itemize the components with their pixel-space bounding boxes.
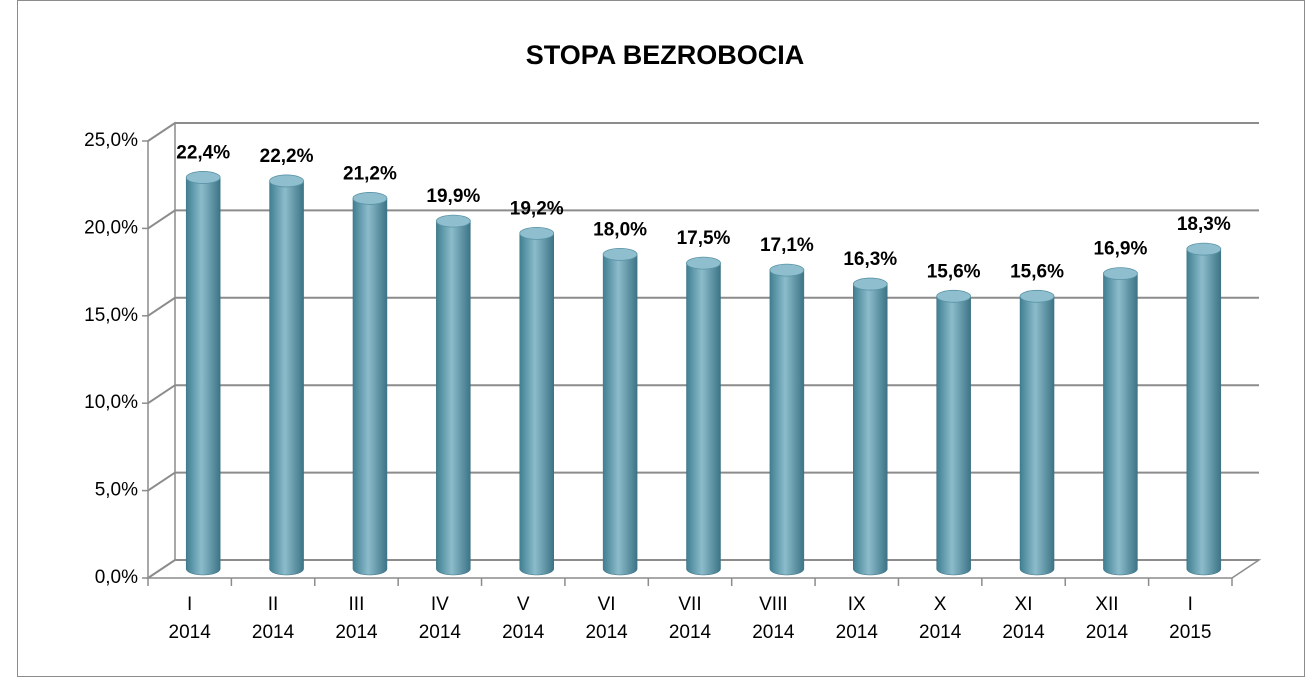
value-label: 18,0% [593, 219, 647, 240]
x-tick-label: II [268, 594, 279, 615]
bar [352, 198, 388, 576]
bar-top [852, 277, 888, 291]
bar [602, 254, 638, 576]
x-tick-label: VI [598, 594, 616, 615]
bar [686, 262, 721, 576]
x-tick-label: IX [848, 594, 866, 615]
x-tick-label: XII [1095, 594, 1118, 615]
bar-top [602, 247, 638, 261]
bar [1019, 296, 1055, 576]
bar-top [936, 289, 972, 303]
x-tick-label: 2014 [1002, 622, 1045, 643]
x-tick-label: IV [431, 594, 449, 615]
x-tick-label: 2014 [252, 622, 295, 643]
x-tick-label: 2014 [169, 622, 212, 643]
grid-line [147, 471, 1259, 492]
y-tick-label: 25,0% [84, 130, 138, 151]
bar [1103, 273, 1138, 576]
value-label: 22,2% [260, 146, 314, 167]
value-label: 16,9% [1093, 239, 1147, 260]
value-label: 21,2% [343, 163, 397, 184]
y-tick-label: 15,0% [84, 305, 138, 326]
y-tick-label: 10,0% [84, 392, 138, 413]
x-tick-label: 2014 [669, 622, 712, 643]
bar [936, 296, 971, 576]
x-tick-label: 2014 [752, 622, 795, 643]
bar [769, 269, 805, 576]
bar [269, 180, 304, 576]
value-label: 16,3% [843, 249, 897, 270]
bar [1186, 248, 1222, 576]
x-tick-label: VIII [759, 594, 788, 615]
value-label: 18,3% [1177, 214, 1231, 235]
x-tick-label: 2014 [502, 622, 545, 643]
y-tick-label: 0,0% [95, 567, 138, 588]
y-tick-label: 20,0% [84, 217, 138, 238]
grid-line [147, 209, 1259, 230]
grid-line [147, 296, 1259, 317]
value-label: 15,6% [927, 261, 981, 282]
value-label: 19,2% [510, 198, 564, 219]
bar-top [686, 256, 721, 270]
value-label: 17,5% [677, 228, 731, 249]
value-label: 15,6% [1010, 261, 1064, 282]
x-tick-label: V [517, 594, 530, 615]
bar-top [1103, 267, 1138, 280]
x-tick-label: I [1188, 594, 1193, 615]
bar [519, 233, 554, 576]
grid-line [147, 559, 1259, 579]
x-tick-label: I [187, 594, 192, 615]
bar-top [269, 174, 304, 188]
value-label: 19,9% [426, 186, 480, 207]
x-tick-label: 2014 [419, 622, 462, 643]
bar-top [352, 192, 388, 205]
x-tick-label: 2015 [1169, 622, 1211, 643]
bar-top [1186, 242, 1222, 256]
bar-top [519, 226, 555, 240]
bar-top [769, 263, 805, 277]
x-tick-label: X [934, 594, 947, 615]
chart-frame [17, 0, 1305, 677]
x-tick-label: 2014 [335, 622, 378, 643]
bar-top [185, 171, 221, 184]
value-label: 22,4% [176, 142, 230, 163]
bar [853, 283, 888, 576]
x-tick-label: 2014 [836, 622, 879, 643]
chart-title: STOPA BEZROBOCIA [526, 40, 805, 70]
grid-line [147, 384, 1259, 405]
value-label: 17,1% [760, 235, 814, 256]
bar [436, 220, 471, 576]
y-tick-label: 5,0% [95, 480, 138, 501]
x-tick-label: XI [1015, 594, 1033, 615]
x-tick-label: VII [678, 594, 701, 615]
x-tick-label: 2014 [1086, 622, 1129, 643]
x-tick-label: 2014 [585, 622, 628, 643]
bar-top [435, 214, 471, 228]
x-tick-label: III [349, 594, 365, 615]
bar-top [1019, 289, 1055, 303]
grid-line [147, 122, 1259, 142]
x-tick-label: 2014 [919, 622, 962, 643]
bar [185, 177, 221, 576]
